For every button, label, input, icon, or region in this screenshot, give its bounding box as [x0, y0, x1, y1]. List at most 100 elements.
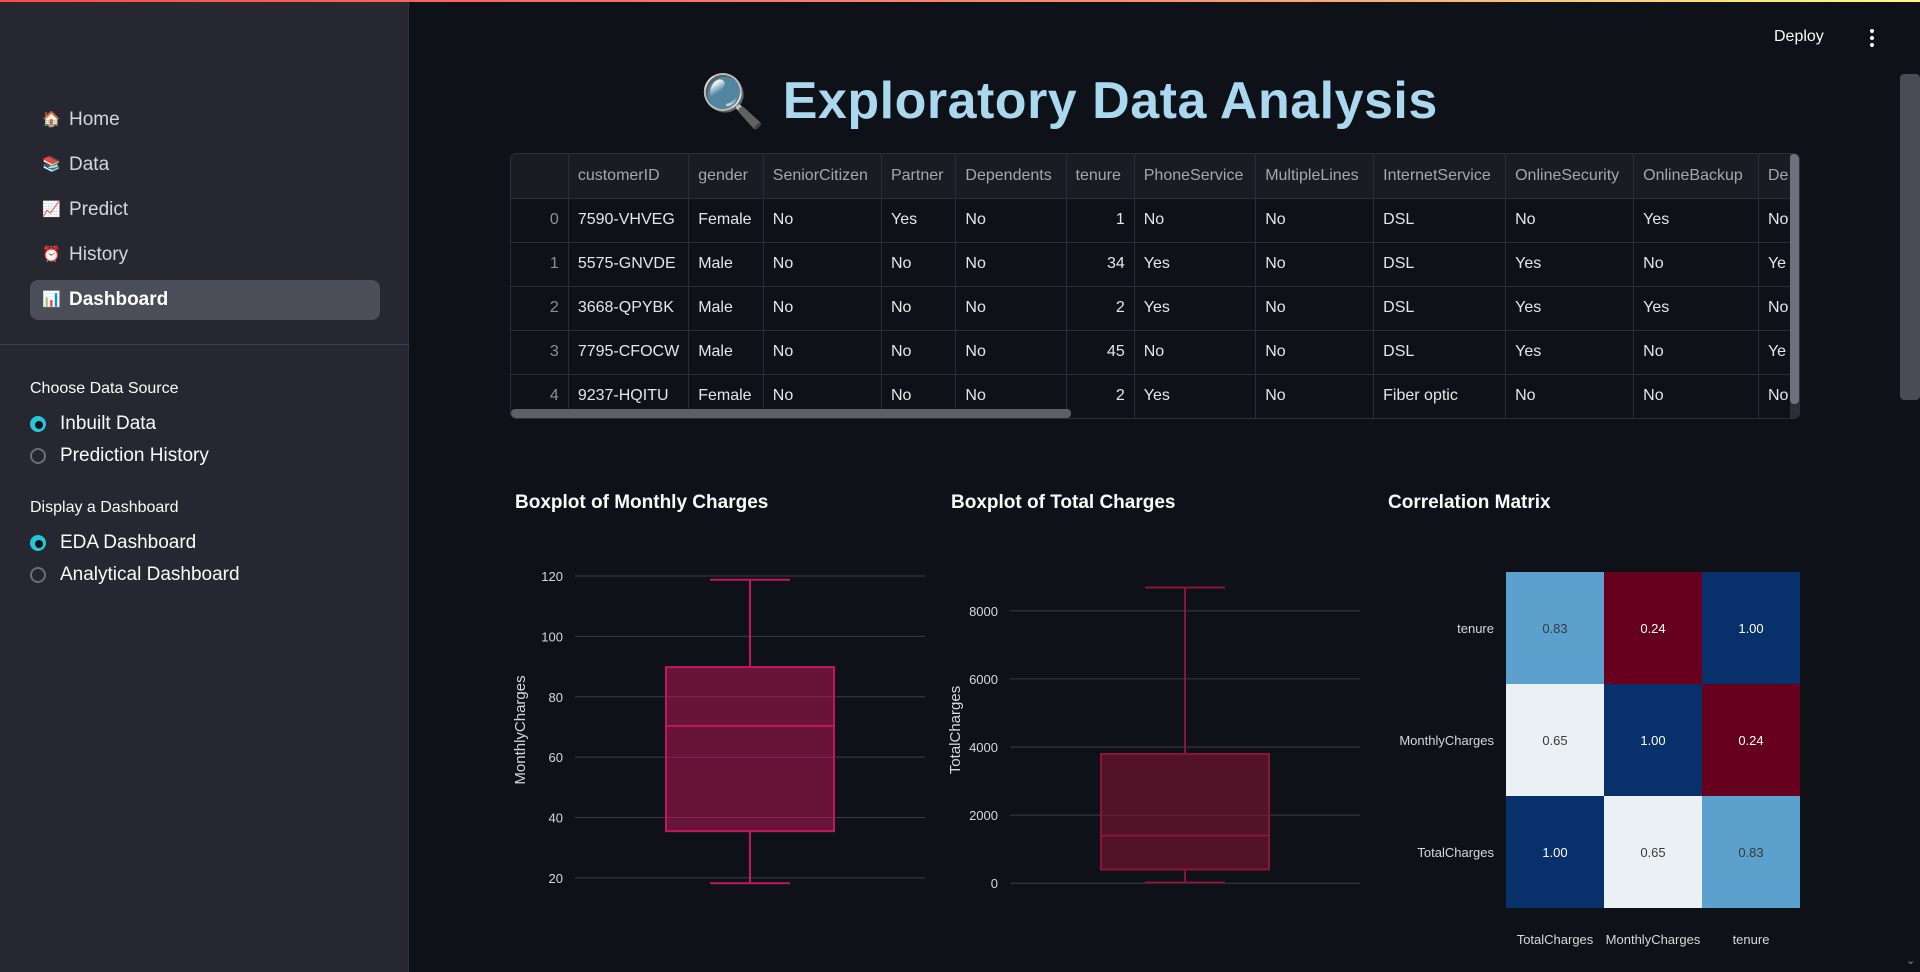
table-cell[interactable]: Fiber optic — [1373, 374, 1507, 418]
row-index[interactable]: 2 — [511, 286, 569, 331]
radio-prediction-history[interactable]: Prediction History — [30, 440, 390, 472]
table-cell[interactable]: No — [763, 198, 882, 243]
table-cell[interactable]: Yes — [1505, 286, 1635, 331]
y-tick-label: 120 — [541, 569, 563, 584]
table-cell[interactable]: 34 — [1066, 242, 1135, 287]
table-cell[interactable]: Yes — [1134, 374, 1257, 418]
table-cell[interactable]: No — [1134, 330, 1257, 375]
table-cell[interactable]: No — [763, 286, 882, 331]
y-tick-label: 2000 — [969, 808, 998, 823]
table-row[interactable]: 1 5575-GNVDE Male No No No 34 Yes No DSL Yes No Ye — [511, 242, 1799, 287]
table-cell[interactable]: No — [881, 330, 957, 375]
row-index[interactable]: 3 — [511, 330, 569, 375]
table-cell[interactable]: Yes — [1134, 242, 1257, 287]
data-table[interactable]: customerID gender SeniorCitizen Partner … — [510, 153, 1800, 419]
table-row[interactable]: 0 7590-VHVEG Female No Yes No 1 No No DSL No Yes No — [511, 198, 1799, 243]
table-cell[interactable]: Yes — [881, 198, 957, 243]
table-cell[interactable]: Female — [688, 374, 764, 418]
table-cell[interactable]: No — [1134, 198, 1257, 243]
sidebar-item-home[interactable]: 🏠 Home — [30, 100, 380, 140]
table-cell[interactable]: 1 — [1066, 198, 1135, 243]
monthly-charges-boxplot[interactable]: 20 40 60 80 100 120 MonthlyCharges — [510, 560, 930, 910]
correlation-matrix-title: Correlation Matrix — [1388, 492, 1551, 513]
table-cell[interactable]: DSL — [1373, 198, 1507, 243]
column-header[interactable]: customerID — [568, 154, 690, 199]
table-cell[interactable]: 2 — [1066, 286, 1135, 331]
radio-inbuilt-data[interactable]: Inbuilt Data — [30, 408, 390, 440]
table-cell[interactable]: No — [1505, 198, 1635, 243]
table-cell[interactable]: Male — [688, 286, 764, 331]
horizontal-scrollbar[interactable] — [511, 409, 1071, 418]
table-cell[interactable]: No — [1255, 286, 1375, 331]
data-source-radio-group: Choose Data Source Inbuilt Data Predicti… — [30, 380, 390, 472]
sidebar-item-data[interactable]: 📚 Data — [30, 145, 380, 185]
table-header-row: customerID gender SeniorCitizen Partner … — [511, 154, 1799, 199]
table-cell[interactable]: No — [955, 330, 1067, 375]
table-cell[interactable]: No — [1633, 374, 1759, 418]
table-cell[interactable]: Yes — [1134, 286, 1257, 331]
column-header[interactable]: OnlineSecurity — [1505, 154, 1635, 199]
table-cell[interactable]: No — [1505, 374, 1635, 418]
sidebar-item-label: Predict — [69, 199, 129, 220]
heatmap-cell — [1702, 796, 1800, 908]
column-header[interactable]: MultipleLines — [1255, 154, 1375, 199]
table-cell[interactable]: No — [881, 242, 957, 287]
scroll-down-arrow-icon[interactable]: ⌄ — [1906, 955, 1916, 967]
sidebar-item-dashboard[interactable]: 📊 Dashboard — [30, 280, 380, 320]
table-cell[interactable]: No — [881, 286, 957, 331]
column-header[interactable]: PhoneService — [1134, 154, 1257, 199]
table-cell[interactable]: Male — [688, 242, 764, 287]
table-cell[interactable]: No — [763, 242, 882, 287]
table-cell[interactable]: Female — [688, 198, 764, 243]
table-cell[interactable]: DSL — [1373, 242, 1507, 287]
table-cell[interactable]: DSL — [1373, 330, 1507, 375]
table-cell[interactable]: No — [1633, 242, 1759, 287]
column-header[interactable]: InternetService — [1373, 154, 1507, 199]
table-cell[interactable]: No — [955, 242, 1067, 287]
column-header[interactable]: tenure — [1066, 154, 1135, 199]
table-cell[interactable]: 3668-QPYBK — [568, 286, 690, 331]
sidebar-item-history[interactable]: ⏰ History — [30, 235, 380, 275]
radio-checked-icon — [30, 535, 46, 551]
y-tick-label: 80 — [549, 690, 563, 705]
table-cell[interactable]: 2 — [1066, 374, 1135, 418]
sidebar-item-label: Data — [69, 154, 110, 175]
table-cell[interactable]: 45 — [1066, 330, 1135, 375]
table-cell[interactable]: Yes — [1505, 330, 1635, 375]
table-cell[interactable]: No — [763, 330, 882, 375]
radio-eda-dashboard[interactable]: EDA Dashboard — [30, 527, 390, 559]
table-row[interactable]: 2 3668-QPYBK Male No No No 2 Yes No DSL Yes Yes No — [511, 286, 1799, 331]
table-cell[interactable]: 7590-VHVEG — [568, 198, 690, 243]
column-header[interactable]: OnlineBackup — [1633, 154, 1759, 199]
table-cell[interactable]: No — [1255, 242, 1375, 287]
table-cell[interactable]: DSL — [1373, 286, 1507, 331]
total-charges-boxplot[interactable]: 0 2000 4000 6000 8000 TotalCharges — [945, 560, 1365, 910]
table-cell[interactable]: No — [955, 198, 1067, 243]
vertical-scrollbar[interactable] — [1790, 154, 1799, 418]
column-header[interactable]: SeniorCitizen — [763, 154, 882, 199]
column-header[interactable]: gender — [688, 154, 764, 199]
radio-analytical-dashboard[interactable]: Analytical Dashboard — [30, 559, 390, 591]
column-header[interactable]: Dependents — [955, 154, 1067, 199]
table-row[interactable]: 3 7795-CFOCW Male No No No 45 No No DSL Yes No Ye — [511, 330, 1799, 375]
table-cell[interactable]: No — [1255, 374, 1375, 418]
table-cell[interactable]: Yes — [1505, 242, 1635, 287]
column-header[interactable]: Partner — [881, 154, 957, 199]
table-cell[interactable]: Yes — [1633, 198, 1759, 243]
table-cell[interactable]: Yes — [1633, 286, 1759, 331]
table-cell[interactable]: 7795-CFOCW — [568, 330, 690, 375]
table-cell[interactable]: 5575-GNVDE — [568, 242, 690, 287]
table-cell[interactable]: No — [1255, 330, 1375, 375]
row-index[interactable]: 1 — [511, 242, 569, 287]
row-index[interactable]: 0 — [511, 198, 569, 243]
column-header[interactable] — [511, 154, 569, 199]
kebab-menu-icon[interactable] — [1862, 28, 1882, 48]
correlation-heatmap[interactable]: 0.83 0.24 1.00 0.65 1.00 0.24 1.00 0.65 0.83 tenu… — [1375, 560, 1805, 960]
table-cell[interactable]: Male — [688, 330, 764, 375]
table-cell[interactable]: No — [1255, 198, 1375, 243]
table-cell[interactable]: No — [955, 286, 1067, 331]
page-scrollbar[interactable] — [1900, 74, 1920, 400]
sidebar-item-predict[interactable]: 📈 Predict — [30, 190, 380, 230]
table-cell[interactable]: No — [1633, 330, 1759, 375]
deploy-button[interactable]: Deploy — [1774, 28, 1824, 45]
